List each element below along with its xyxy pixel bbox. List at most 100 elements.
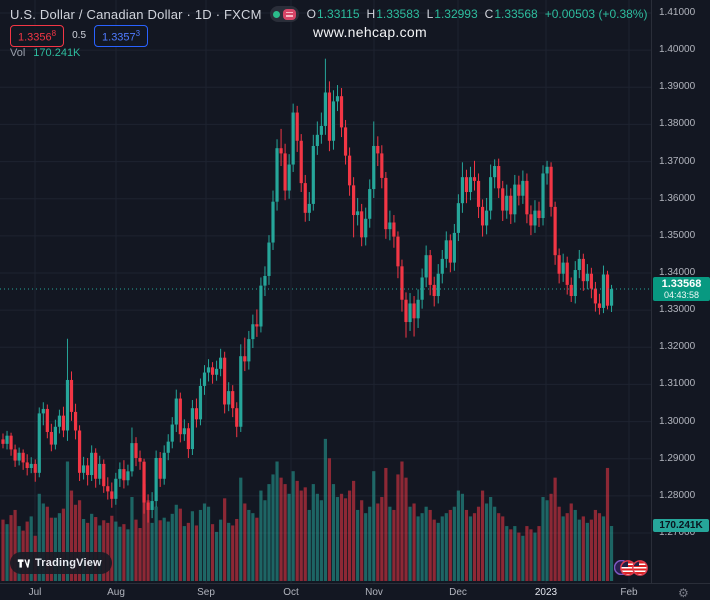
candle-body — [90, 452, 94, 476]
volume-bar — [339, 493, 344, 581]
candle-body — [388, 222, 392, 230]
candle-body — [295, 112, 299, 141]
volume-bar — [400, 461, 404, 581]
volume-bar — [480, 490, 485, 581]
close-label: C — [484, 7, 494, 21]
candle-body — [372, 145, 376, 190]
volume-bar — [279, 477, 283, 581]
volume-bar — [29, 516, 33, 581]
volume-bar — [231, 525, 235, 581]
candle-body — [412, 303, 416, 319]
volume-bar — [150, 522, 154, 581]
price-axis[interactable]: 1.41000 1.40000 1.39000 1.38000 1.37000 1.360… — [651, 0, 710, 583]
price-tick-label: 1.40000 — [659, 44, 696, 56]
candle-body — [57, 415, 62, 427]
price-tick-label: 1.33000 — [659, 304, 696, 316]
tradingview-logo[interactable]: TradingView — [10, 552, 112, 574]
volume-bar — [609, 526, 614, 581]
volume-bar — [5, 524, 9, 581]
price-tick-label: 1.31000 — [659, 378, 696, 390]
flag-badges[interactable] — [614, 560, 650, 577]
volume-bar — [37, 493, 41, 581]
volume-bar — [573, 509, 577, 581]
volume-bar — [134, 519, 138, 581]
sell-button[interactable]: 1.33568 — [10, 25, 65, 47]
candle-body — [82, 465, 86, 473]
status-dot-icon — [272, 10, 280, 18]
volume-bar — [372, 471, 376, 581]
candle-body — [476, 180, 481, 207]
candle-body — [5, 435, 9, 444]
candle-body — [408, 303, 412, 323]
volume-bar — [408, 506, 412, 581]
last-price-value: 1.33568 — [661, 278, 702, 291]
volume-indicator-row: Vol 170.241K — [10, 47, 80, 59]
time-tick-label: Feb — [620, 587, 638, 598]
volume-bar — [142, 484, 146, 581]
candle-body — [396, 236, 400, 267]
candle-body — [521, 180, 525, 196]
volume-bar — [404, 477, 408, 581]
candle-body — [319, 125, 323, 135]
candle-body — [460, 177, 465, 204]
candle-body — [162, 452, 166, 479]
symbol-title[interactable]: U.S. Dollar / Canadian Dollar · 1D · FXC… — [10, 6, 262, 22]
volume-bar — [323, 438, 327, 581]
price-tick-label: 1.32000 — [659, 341, 696, 353]
volume-bar — [69, 490, 74, 581]
candle-body — [380, 153, 384, 178]
gear-icon[interactable]: ⚙ — [678, 586, 689, 600]
volume-bar — [553, 477, 557, 581]
volume-bar — [114, 521, 118, 581]
candle-body — [335, 96, 340, 102]
volume-bar — [436, 522, 440, 581]
time-tick-label: Oct — [283, 587, 299, 598]
volume-bar — [476, 506, 481, 581]
candle-body — [323, 92, 327, 126]
candle-body — [529, 214, 533, 226]
tradingview-logo-icon — [17, 558, 30, 568]
candle-body — [142, 461, 146, 503]
volume-bar — [501, 516, 505, 581]
candle-body — [231, 391, 235, 409]
time-axis[interactable]: Jul Aug Sep Oct Nov Dec 2023 Feb ⚙ — [0, 583, 710, 600]
candle-body — [198, 385, 203, 420]
volume-bar — [243, 503, 247, 581]
candle-body — [392, 222, 396, 237]
volume-bar — [493, 506, 497, 581]
volume-bar — [428, 509, 432, 581]
volume-bar — [521, 535, 525, 581]
candle-body — [9, 435, 13, 450]
candle-body — [311, 145, 315, 204]
series-visibility-toggle[interactable] — [269, 6, 299, 22]
volume-bar — [416, 516, 420, 581]
candle-body — [263, 275, 267, 286]
volume-bar — [130, 497, 134, 581]
price-tick-label: 1.28000 — [659, 489, 696, 501]
candle-body — [428, 255, 432, 285]
candle-body — [110, 491, 114, 499]
candle-body — [106, 486, 110, 492]
candle-body — [118, 469, 122, 479]
volume-bar — [247, 509, 251, 581]
candle-body — [130, 443, 134, 472]
volume-bar — [505, 526, 509, 581]
candle-body — [517, 184, 521, 196]
buy-button[interactable]: 1.33573 — [94, 25, 149, 47]
low-label: L — [426, 7, 434, 21]
volume-label[interactable]: Vol — [10, 47, 26, 59]
menu-icon[interactable] — [282, 8, 296, 20]
volume-bar — [356, 509, 360, 581]
candle-body — [166, 441, 170, 453]
volume-bar — [283, 484, 287, 581]
candle-body — [497, 166, 501, 189]
volume-bar — [275, 461, 279, 581]
time-tick-label: Aug — [107, 587, 125, 598]
candle-body — [347, 155, 352, 186]
volume-bar — [65, 461, 70, 581]
candle-body — [126, 471, 130, 481]
candle-body — [69, 379, 74, 412]
candle-body — [533, 210, 537, 226]
volume-bar — [227, 522, 231, 581]
